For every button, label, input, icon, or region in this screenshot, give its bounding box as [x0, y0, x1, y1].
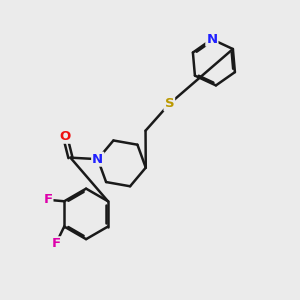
- Text: S: S: [164, 98, 174, 110]
- Text: N: N: [206, 33, 218, 46]
- Text: N: N: [92, 153, 103, 166]
- Text: F: F: [43, 193, 52, 206]
- Text: O: O: [59, 130, 71, 143]
- Text: F: F: [51, 237, 61, 250]
